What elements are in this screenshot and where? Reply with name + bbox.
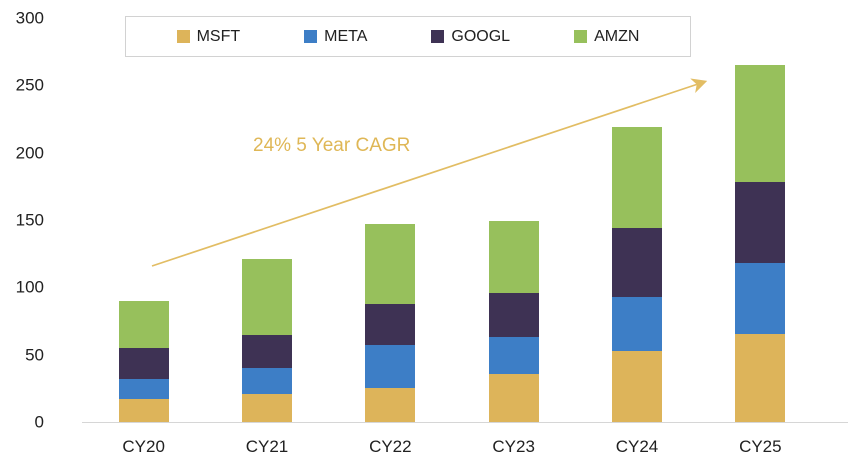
y-tick-label: 300 [15, 8, 44, 28]
bar-segment-meta-cy25 [735, 263, 786, 335]
bar-segment-googl-cy20 [118, 347, 169, 379]
bar-segment-amzn-cy24 [611, 127, 662, 229]
bar-segment-amzn-cy25 [735, 65, 786, 183]
legend-label: MSFT [196, 27, 241, 45]
bar-segment-meta-cy24 [611, 296, 662, 351]
legend-label: AMZN [594, 27, 640, 45]
bar-segment-meta-cy21 [241, 368, 292, 394]
bar-segment-msft-cy24 [611, 350, 662, 422]
bar-stack-cy20 [118, 300, 169, 422]
legend-item-amzn: AMZN [574, 28, 639, 46]
bar-column-cy22 [329, 0, 452, 422]
bar-segment-msft-cy23 [488, 373, 539, 422]
bar-column-cy21 [205, 0, 328, 422]
bar-stack-cy25 [735, 65, 786, 422]
y-tick-label: 100 [15, 277, 44, 297]
legend-label: GOOGL [451, 27, 511, 45]
bar-segment-meta-cy22 [365, 345, 416, 389]
bar-column-cy25 [699, 0, 822, 422]
bar-segment-googl-cy21 [241, 334, 292, 369]
bar-segment-googl-cy23 [488, 292, 539, 338]
x-label-cy22: CY22 [369, 437, 412, 456]
y-tick-label: 250 [15, 75, 44, 95]
bar-segment-msft-cy22 [365, 388, 416, 422]
bar-segment-msft-cy21 [241, 393, 292, 422]
bar-column-cy20 [82, 0, 205, 422]
x-label-cy23: CY23 [492, 437, 535, 456]
bar-segment-amzn-cy20 [118, 300, 169, 348]
bar-segment-amzn-cy21 [241, 259, 292, 335]
y-tick-label: 150 [15, 210, 44, 230]
bar-column-cy23 [452, 0, 575, 422]
x-label-cy25: CY25 [739, 437, 782, 456]
legend-item-msft: MSFT [176, 27, 241, 46]
bar-segment-amzn-cy23 [488, 221, 539, 293]
x-axis-line [82, 422, 848, 423]
legend-item-meta: META [304, 28, 367, 46]
bar-stack-cy23 [488, 221, 539, 422]
bar-stack-cy24 [611, 127, 662, 422]
legend-swatch-msft [176, 30, 190, 43]
bar-segment-googl-cy24 [611, 228, 662, 297]
bar-segment-googl-cy25 [735, 182, 786, 264]
bar-segment-msft-cy25 [735, 334, 786, 422]
x-label-cy21: CY21 [245, 437, 289, 456]
legend: MSFT META GOOGL AMZN [125, 16, 691, 57]
legend-swatch-googl [431, 30, 445, 43]
bar-stack-cy22 [365, 224, 416, 422]
x-label-cy20: CY20 [122, 437, 165, 456]
bar-segment-msft-cy20 [118, 399, 169, 422]
plot-area [82, 0, 822, 422]
cagr-annotation: 24% 5 Year CAGR [253, 135, 411, 156]
bar-segment-googl-cy22 [365, 303, 416, 346]
legend-item-googl: GOOGL [431, 28, 510, 46]
bar-segment-meta-cy23 [488, 337, 539, 374]
legend-swatch-meta [304, 30, 318, 43]
bar-stack-cy21 [241, 259, 292, 422]
x-label-cy24: CY24 [615, 437, 659, 456]
y-tick-label: 0 [34, 412, 44, 432]
legend-swatch-amzn [574, 30, 588, 43]
legend-label: META [324, 27, 368, 45]
y-tick-label: 200 [15, 143, 44, 163]
bar-segment-amzn-cy22 [365, 224, 416, 304]
y-tick-label: 50 [25, 345, 44, 365]
bar-column-cy24 [575, 0, 698, 422]
bar-segment-meta-cy20 [118, 378, 169, 400]
